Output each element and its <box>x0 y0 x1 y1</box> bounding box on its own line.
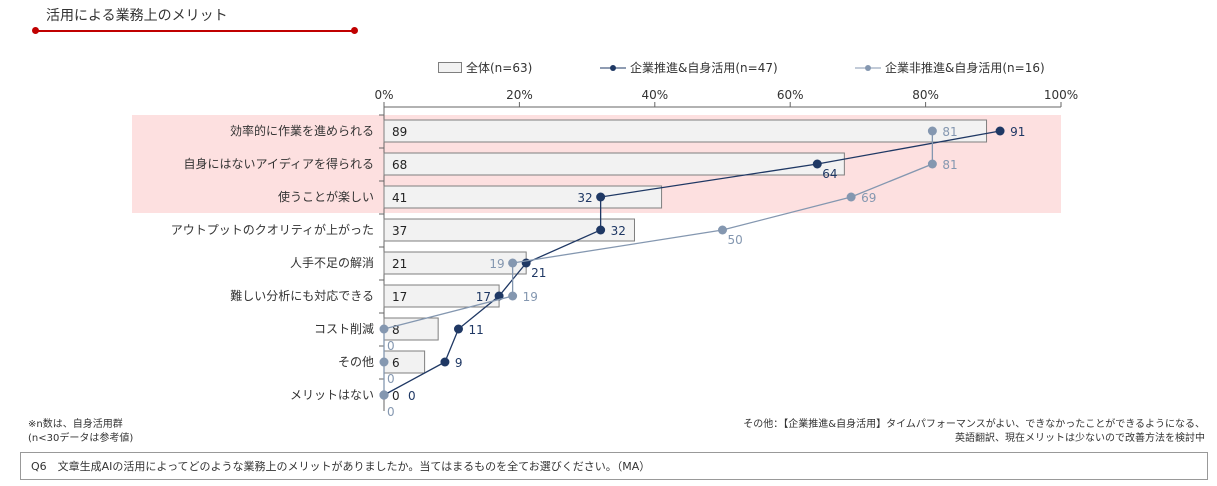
data-point-label: 11 <box>468 323 483 337</box>
page-title: 活用による業務上のメリット <box>46 8 228 24</box>
category-label: その他 <box>338 355 374 369</box>
question-box: Q6 文章生成AIの活用によってどのような業務上のメリットがありましたか。当ては… <box>20 452 1208 480</box>
data-point-label: 32 <box>611 224 626 238</box>
data-point-label: 50 <box>728 233 743 247</box>
bar-value-label: 0 <box>392 389 400 403</box>
bar <box>383 185 663 209</box>
data-point <box>379 390 389 400</box>
category-label: アウトプットのクオリティが上がった <box>171 222 374 237</box>
data-point-label: 81 <box>942 125 957 139</box>
data-point-label: 0 <box>387 372 395 386</box>
legend-label: 全体(n=63) <box>466 61 533 75</box>
data-point <box>995 126 1005 136</box>
x-tick-label: 60% <box>777 88 804 102</box>
data-point <box>453 324 463 334</box>
legend-item-promoted: 企業推進&自身活用(n=47) <box>600 59 778 76</box>
data-point-label: 21 <box>531 266 546 280</box>
legend-label: 企業非推進&自身活用(n=16) <box>885 61 1045 75</box>
data-point <box>846 192 856 202</box>
category-label: 効率的に作業を進められる <box>230 123 374 138</box>
bar <box>383 119 988 143</box>
data-point-label: 81 <box>942 158 957 172</box>
data-point-label: 19 <box>489 257 504 271</box>
title-underline <box>35 30 355 32</box>
category-label: 使うことが楽しい <box>278 189 374 204</box>
data-point <box>596 225 606 235</box>
data-point-label: 0 <box>387 405 395 419</box>
category-label: コスト削減 <box>314 321 374 336</box>
category-label: 自身にはないアイディアを得られる <box>183 156 374 171</box>
legend-item-not-promoted: 企業非推進&自身活用(n=16) <box>855 59 1045 76</box>
data-point <box>927 159 937 169</box>
bar <box>383 152 845 176</box>
data-point <box>927 126 937 136</box>
data-point <box>812 159 822 169</box>
data-point <box>718 225 727 235</box>
bar-value-label: 17 <box>392 290 407 304</box>
category-label: 難しい分析にも対応できる <box>230 288 374 303</box>
legend-item-total: 全体(n=63) <box>438 59 532 76</box>
data-point-label: 64 <box>822 167 837 181</box>
other-note: その他：【企業推進&自身活用】タイムパフォーマンスがよい、できなかったことができ… <box>743 418 1205 446</box>
n-note-line-2: (n<30データは参考値) <box>28 433 134 444</box>
bar-value-label: 8 <box>392 323 400 337</box>
bar-value-label: 37 <box>392 224 407 238</box>
bar-swatch-icon <box>438 62 462 73</box>
bar-value-label: 41 <box>392 191 407 205</box>
underline-dot-left <box>32 27 39 34</box>
line-swatch-icon <box>600 64 626 71</box>
data-point <box>508 291 518 301</box>
bar <box>383 218 635 242</box>
x-tick-label: 0% <box>374 88 393 102</box>
underline-dot-right <box>351 27 358 34</box>
data-point-label: 17 <box>476 290 491 304</box>
data-point-label: 0 <box>408 389 416 403</box>
x-tick-label: 20% <box>506 88 533 102</box>
data-point-label: 9 <box>455 356 463 370</box>
category-label: メリットはない <box>290 388 374 402</box>
data-point <box>379 357 389 367</box>
data-point <box>379 324 389 334</box>
category-label: 人手不足の解消 <box>290 256 374 270</box>
data-point <box>440 357 450 367</box>
other-note-line-2: 英語翻訳、現在メリットは少ないので改善方法を検討中 <box>955 433 1205 444</box>
data-point <box>508 258 518 268</box>
data-point-label: 69 <box>861 191 876 205</box>
data-point-label: 0 <box>387 339 395 353</box>
n-note: ※n数は、自身活用群 (n<30データは参考値) <box>28 418 133 446</box>
x-tick-label: 80% <box>912 88 939 102</box>
legend-label: 企業推進&自身活用(n=47) <box>630 61 778 75</box>
x-tick-label: 100% <box>1044 88 1078 102</box>
other-note-line-1: その他：【企業推進&自身活用】タイムパフォーマンスがよい、できなかったことができ… <box>743 419 1205 430</box>
x-tick-label: 40% <box>641 88 668 102</box>
bar-value-label: 6 <box>392 356 400 370</box>
chart: 0% 20% 40% 60% 80% 100% 効率的に作業を進められる自身にはないアイディ… <box>132 88 1078 419</box>
data-point-label: 32 <box>577 191 592 205</box>
bar <box>383 350 426 374</box>
data-point-label: 91 <box>1010 125 1025 139</box>
data-point <box>596 192 606 202</box>
data-point-label: 19 <box>523 290 538 304</box>
line-swatch-icon <box>855 64 881 71</box>
bar-value-label: 68 <box>392 158 407 172</box>
bar-value-label: 89 <box>392 125 407 139</box>
n-note-line-1: ※n数は、自身活用群 <box>28 419 123 430</box>
bar-value-label: 21 <box>392 257 407 271</box>
